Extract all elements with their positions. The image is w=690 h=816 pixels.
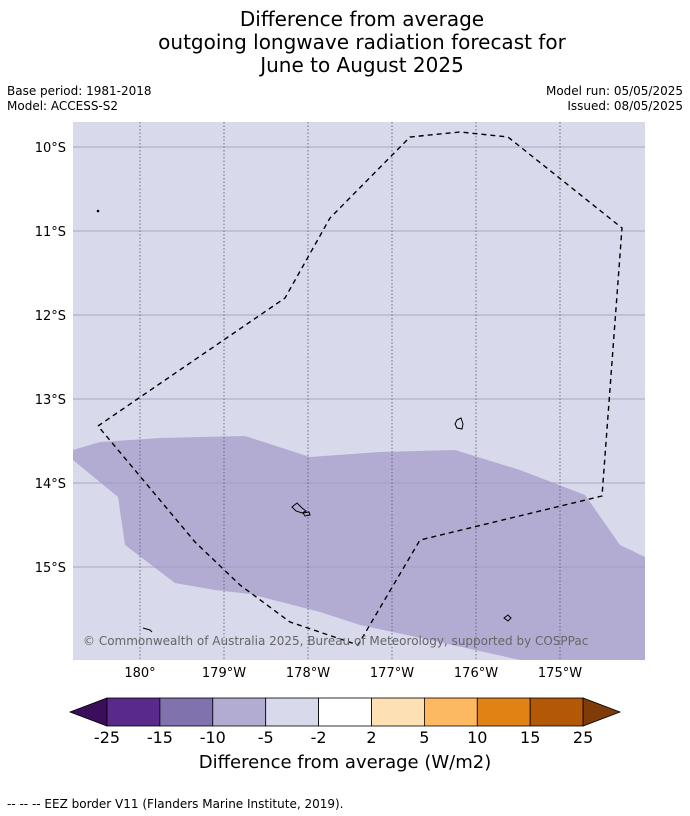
lon-gridlines — [139, 122, 561, 660]
copyright-notice: © Commonwealth of Australia 2025, Bureau… — [83, 634, 588, 648]
colorbar-tick-label: 5 — [419, 728, 429, 747]
colorbar-segment — [371, 697, 425, 727]
title-line-1: Difference from average — [239, 7, 485, 31]
colorbar-tick-label: -15 — [147, 728, 173, 747]
colorbar-tick-label: 15 — [520, 728, 540, 747]
lon-label-175w: 175°W — [538, 666, 582, 681]
colorbar: -25 -15 -10 -5 -2 2 5 10 15 25 — [68, 697, 622, 747]
eez-footnote: -- -- -- EEZ border V11 (Flanders Marine… — [7, 797, 344, 811]
islands — [96, 209, 512, 633]
title-line-3: June to August 2025 — [260, 53, 464, 77]
lat-label-15s: 15°S — [35, 561, 66, 576]
anomaly-region — [73, 436, 645, 660]
map-title: Difference from average outgoing longwav… — [0, 8, 690, 77]
title-line-2: outgoing longwave radiation forecast for — [158, 30, 566, 54]
colorbar-segment — [212, 697, 267, 727]
base-period: Base period: 1981-2018 — [7, 84, 152, 98]
colorbar-title: Difference from average (W/m2) — [198, 752, 492, 773]
lat-labels: 10°S 11°S 12°S 13°S 14°S 15°S — [35, 141, 66, 576]
colorbar-tick-label: -2 — [311, 728, 327, 747]
colorbar-segment — [529, 697, 584, 727]
lon-label-179w: 179°W — [202, 666, 246, 681]
lat-label-11s: 11°S — [35, 225, 66, 240]
lat-label-13s: 13°S — [35, 393, 66, 408]
island-tiny-north — [96, 209, 100, 213]
colorbar-segment — [318, 697, 372, 727]
colorbar-tick-label: 2 — [366, 728, 376, 747]
colorbar-segment — [106, 697, 161, 727]
eez-border — [96, 131, 623, 646]
island-futuna — [291, 502, 307, 514]
lon-label-178w: 178°W — [286, 666, 330, 681]
island-uvea — [454, 417, 464, 430]
colorbar-tick-label: -25 — [94, 728, 120, 747]
lon-label-180: 180° — [124, 666, 155, 681]
colorbar-segment — [159, 697, 214, 727]
colorbar-tick-label: 10 — [467, 728, 487, 747]
island-alofi — [302, 511, 311, 517]
colorbar-extend-low — [68, 697, 108, 727]
lon-label-176w: 176°W — [454, 666, 498, 681]
colorbar-extend-high — [582, 697, 622, 727]
colorbar-tick-label: -10 — [200, 728, 226, 747]
colorbar-segment — [423, 697, 478, 727]
lon-label-177w: 177°W — [370, 666, 414, 681]
colorbar-segment — [476, 697, 531, 727]
colorbar-tick-label: 25 — [573, 728, 593, 747]
issued-date: Issued: 08/05/2025 — [567, 99, 683, 113]
lat-label-12s: 12°S — [35, 309, 66, 324]
lon-labels: 180° 179°W 178°W 177°W 176°W 175°W — [124, 666, 582, 681]
model-name: Model: ACCESS-S2 — [7, 99, 119, 113]
model-info: Base period: 1981-2018 Model: ACCESS-S2 — [7, 84, 152, 114]
lat-gridlines — [73, 146, 645, 568]
run-info: Model run: 05/05/2025 Issued: 08/05/2025 — [546, 84, 683, 114]
lat-label-14s: 14°S — [35, 477, 66, 492]
colorbar-tick-label: -5 — [258, 728, 274, 747]
model-run-date: Model run: 05/05/2025 — [545, 84, 683, 98]
island-small-east — [503, 614, 512, 622]
lat-label-10s: 10°S — [35, 141, 66, 156]
colorbar-segment — [265, 697, 320, 727]
island-small-south — [142, 627, 153, 633]
